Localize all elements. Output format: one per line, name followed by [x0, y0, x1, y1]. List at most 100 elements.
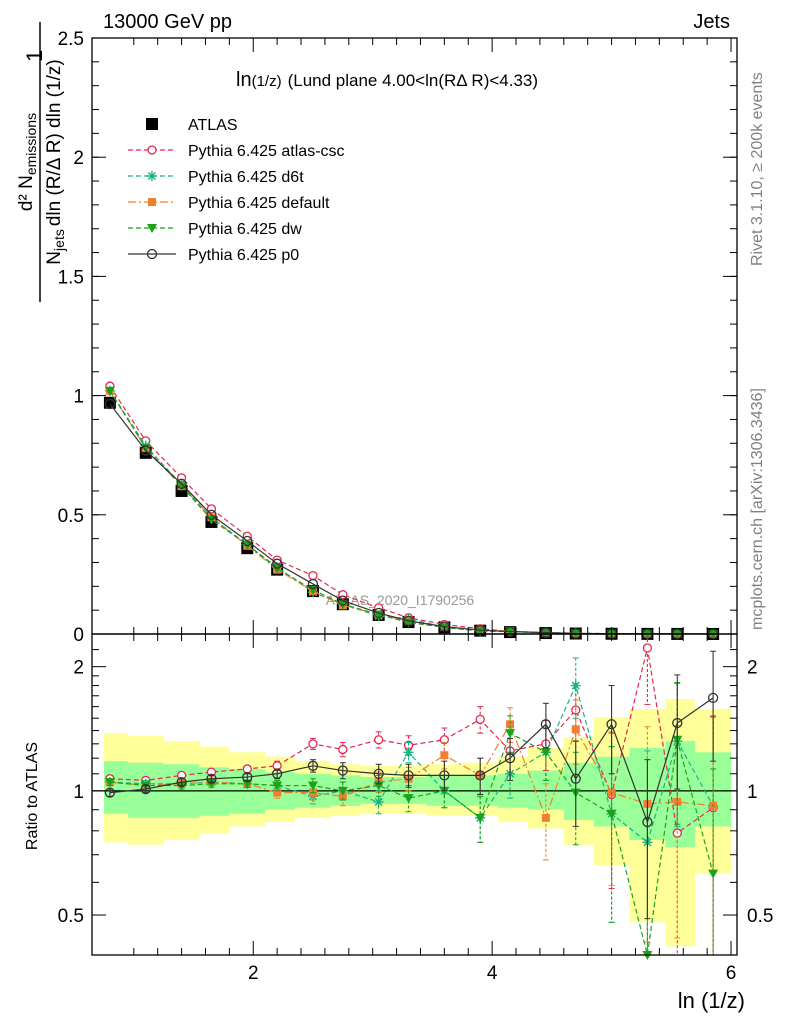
main-plot-area: 0 0.5 1 1.5 2 2.5 [58, 29, 738, 646]
main-y-axis-label: 1 d² Nemissions Njetsdln (R/Δ R) dln (1/… [16, 22, 67, 302]
ratio-xtick-label: 4 [487, 963, 498, 984]
ratio-ytick-label-right: 1 [747, 782, 758, 803]
ratio-point-pythia-6-425-p0 [642, 816, 653, 828]
ratio-point-pythia-6-425-default [273, 788, 282, 797]
ratio-point-pythia-6-425-dw [242, 779, 253, 789]
analysis-watermark: ATLAS_2020_I1790256 [326, 592, 475, 608]
legend-marker-atlas [146, 118, 158, 130]
ratio-point-pythia-6-425-default [571, 725, 580, 734]
ratio-point-pythia-6-425-p0 [475, 770, 486, 781]
ratio-band-inner [103, 761, 128, 814]
ratio-point-pythia-6-425-p0 [504, 753, 516, 764]
ratio-xtick-label: 6 [726, 963, 737, 984]
legend-label-pythia-6-425-d6t: Pythia 6.425 d6t [188, 169, 304, 186]
ratio-point-pythia-6-425-p0 [707, 692, 719, 704]
ratio-point-pythia-6-425-dw [606, 809, 617, 819]
legend-marker-pythia-6-425-dw [147, 224, 157, 233]
main-point-pythia-6-425-p0 [104, 398, 116, 410]
main-point-pythia-6-425-p0 [242, 535, 253, 547]
legend: ATLAS Pythia 6.425 atlas-csc Pythia 6.425 … [128, 117, 345, 264]
ratio-point-pythia-6-425-default [673, 797, 682, 806]
main-ytick-label: 0 [73, 625, 84, 646]
ratio-point-pythia-6-425-atlas-csc [642, 643, 653, 653]
mcplots-source-label: mcplots.cern.ch [arXiv:1306.3436] [749, 388, 766, 630]
main-point-pythia-6-425-p0 [337, 595, 348, 606]
ratio-y-axis-label: Ratio to ATLAS [24, 742, 41, 850]
plot-title-prefix: ln [236, 69, 252, 91]
ylabel-denominator-sub: jets [51, 229, 67, 252]
ratio-point-pythia-6-425-atlas-csc [374, 735, 384, 745]
ratio-point-pythia-6-425-p0 [337, 765, 348, 776]
ratio-point-pythia-6-425-p0 [672, 717, 683, 729]
ratio-point-pythia-6-425-p0 [570, 773, 581, 784]
main-point-pythia-6-425-p0 [176, 478, 187, 489]
ratio-point-pythia-6-425-default [338, 792, 347, 801]
ratio-point-pythia-6-425-dw [337, 786, 348, 796]
x-axis-label: ln (1/z) [678, 988, 745, 1013]
ratio-point-pythia-6-425-atlas-csc [338, 744, 348, 755]
ratio-frame [91, 633, 738, 956]
rivet-version-label: Rivet 3.1.10, ≥ 200k events [749, 72, 766, 266]
main-ytick-label: 1.5 [58, 267, 84, 288]
main-point-pythia-6-425-p0 [271, 558, 283, 569]
ratio-point-pythia-6-425-default [541, 813, 550, 822]
ylabel-denominator: Njets dln (R/Δ R) dln (1/z) [44, 59, 67, 264]
main-point-pythia-6-425-p0 [307, 578, 319, 590]
ratio-point-pythia-6-425-p0 [176, 776, 187, 788]
ratio-ytick-label: 2 [73, 658, 84, 679]
ratio-point-pythia-6-425-dw [307, 781, 318, 791]
ylabel-numerator: d² Nemissions [16, 113, 39, 211]
ylabel-numerator-sub: emissions [23, 113, 39, 175]
ratio-plot-area: 0.5 0.5 1 1 2 2 2 4 6 [58, 633, 773, 984]
ratio-point-pythia-6-425-d6t [373, 796, 384, 807]
main-point-atlas [103, 396, 116, 409]
ratio-ytick-label-right: 2 [747, 658, 758, 679]
ratio-ytick-label-right: 0.5 [747, 906, 773, 927]
ratio-point-pythia-6-425-p0 [606, 719, 617, 730]
ratio-point-pythia-6-425-p0 [540, 719, 552, 730]
ratio-point-pythia-6-425-dw [708, 869, 719, 879]
main-point-pythia-6-425-p0 [206, 509, 217, 520]
ratio-point-pythia-6-425-default [440, 751, 449, 760]
ratio-point-pythia-6-425-dw [272, 781, 283, 791]
ylabel-numerator-main: d² N [16, 175, 37, 211]
ratio-ytick-label: 1 [73, 782, 84, 803]
main-ytick-label: 1 [73, 387, 84, 408]
ratio-point-pythia-6-425-dw [475, 813, 486, 823]
main-point-pythia-6-425-p0 [475, 625, 486, 636]
ratio-point-pythia-6-425-dw [403, 794, 414, 804]
ylabel-denominator-main: N [44, 251, 65, 265]
main-point-pythia-6-425-atlas-csc [308, 570, 318, 581]
main-point-pythia-6-425-dw [206, 515, 217, 525]
legend-label-atlas: ATLAS [188, 117, 238, 134]
main-ytick-label: 2 [73, 148, 84, 169]
ratio-point-pythia-6-425-p0 [104, 787, 116, 798]
ylabel-denominator-rest: dln (R/Δ R) dln (1/z) [44, 59, 65, 226]
ratio-point-pythia-6-425-atlas-csc [242, 764, 252, 774]
ratio-point-pythia-6-425-p0 [140, 783, 151, 795]
legend-label-pythia-6-425-p0: Pythia 6.425 p0 [188, 247, 299, 264]
ratio-point-pythia-6-425-dw [505, 729, 516, 739]
main-point-pythia-6-425-dw [104, 386, 115, 396]
main-point-pythia-6-425-p0 [540, 627, 552, 638]
legend-label-pythia-6-425-atlas-csc: Pythia 6.425 atlas-csc [188, 143, 345, 160]
plot-title-rest: (Lund plane 4.00<ln(RΔ R)<4.33) [288, 71, 538, 90]
main-point-pythia-6-425-dw [540, 628, 551, 638]
ratio-point-pythia-6-425-d6t [403, 747, 414, 758]
header-process: 13000 GeV pp [103, 11, 232, 33]
plot-title-arg: (1/z) [252, 73, 282, 90]
ratio-ytick-label: 0.5 [58, 906, 84, 927]
ratio-point-pythia-6-425-p0 [373, 768, 384, 779]
ratio-point-pythia-6-425-atlas-csc [308, 739, 318, 749]
ratio-point-pythia-6-425-p0 [307, 760, 319, 771]
main-point-pythia-6-425-dw [176, 482, 187, 492]
ratio-point-pythia-6-425-d6t [570, 680, 581, 691]
main-ytick-label: 0.5 [58, 506, 84, 527]
ratio-xtick-label: 2 [248, 963, 259, 984]
main-point-pythia-6-425-dw [272, 564, 283, 574]
legend-label-pythia-6-425-default: Pythia 6.425 default [188, 195, 330, 212]
main-point-pythia-6-425-p0 [373, 607, 384, 619]
ratio-point-pythia-6-425-p0 [242, 771, 253, 783]
ratio-point-pythia-6-425-p0 [439, 770, 450, 781]
